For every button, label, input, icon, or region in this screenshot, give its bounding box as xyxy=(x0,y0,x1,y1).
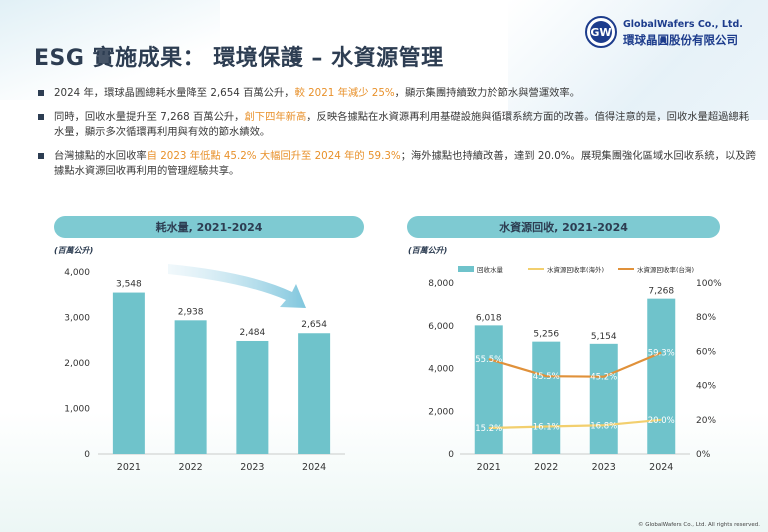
water-consumption-chart: (百萬公升) 0 1,000 2,000 3,000 4,000 3,548 2021 2,93… xyxy=(54,246,345,473)
bar-value-label: 2,938 xyxy=(178,307,204,317)
y-tick-label-left: 8,000 xyxy=(428,279,454,289)
legend-label: 水資源回收率(台灣) xyxy=(637,265,694,274)
bar-value-label: 5,256 xyxy=(533,330,559,340)
company-logo: GW GlobalWafers Co., Ltd. 環球晶圓股份有限公司 xyxy=(585,16,755,48)
background-decoration-top xyxy=(508,0,768,120)
bar-consumption xyxy=(298,333,331,454)
chart-title-recycling: 水資源回收, 2021-2024 xyxy=(407,216,720,238)
background-decoration-left xyxy=(0,0,220,100)
x-tick-label: 2022 xyxy=(534,462,558,473)
bar-recycled-water xyxy=(647,298,676,454)
line-value-label: 45.5% xyxy=(533,372,560,382)
y-tick-label-left: 2,000 xyxy=(428,407,454,417)
bullet-text: 台灣據點的水回收率 xyxy=(54,150,147,162)
bullet-text: 2024 年，環球晶圓總耗水量降至 2,654 百萬公升， xyxy=(54,87,295,99)
logo-name-en: GlobalWafers Co., Ltd. xyxy=(623,19,743,30)
bar-value-label: 3,548 xyxy=(116,280,142,290)
y-tick-label-right: 60% xyxy=(696,347,716,357)
x-tick-label: 2022 xyxy=(179,462,203,473)
line-overseas-rate xyxy=(488,418,662,430)
highlight-text: 創下四年新高 xyxy=(244,111,307,123)
bar-consumption xyxy=(174,320,207,454)
x-tick-label: 2021 xyxy=(117,462,141,473)
chart2-unit-label: (百萬公升) xyxy=(408,246,447,255)
line-value-label: 16.8% xyxy=(590,421,617,431)
bullet-text: ，顯示集團持續致力於節水與營運效率。 xyxy=(394,87,581,99)
x-tick-label: 2024 xyxy=(302,462,326,473)
bar-recycled-water xyxy=(589,343,618,454)
y-tick-label: 0 xyxy=(84,450,90,460)
y-tick-label: 4,000 xyxy=(64,268,90,278)
x-tick-label: 2023 xyxy=(592,462,616,473)
logo-emblem-icon: GW xyxy=(585,16,617,48)
legend-label: 回收水量 xyxy=(477,265,504,274)
logo-abbr: GW xyxy=(590,21,612,43)
trend-arrow-icon xyxy=(168,264,306,308)
x-tick-label: 2023 xyxy=(240,462,264,473)
line-value-label: 59.3% xyxy=(648,349,675,359)
y-tick-label-right: 80% xyxy=(696,313,716,323)
y-tick-label-left: 6,000 xyxy=(428,322,454,332)
legend-swatch-bars xyxy=(458,266,474,272)
bullet-item: 2024 年，環球晶圓總耗水量降至 2,654 百萬公升，較 2021 年減少 … xyxy=(36,86,756,101)
bullet-text: 同時，回收水量提升至 7,268 百萬公升， xyxy=(54,111,245,123)
highlight-text: 自 2023 年低點 45.2% 大幅回升至 2024 年的 59.3% xyxy=(146,150,401,162)
bullet-item: 同時，回收水量提升至 7,268 百萬公升，創下四年新高，反映各據點在水資源再利… xyxy=(36,110,756,140)
line-value-label: 55.5% xyxy=(475,355,502,365)
line-value-label: 16.1% xyxy=(533,422,560,432)
bar-value-label: 6,018 xyxy=(476,313,502,323)
x-tick-label: 2021 xyxy=(477,462,501,473)
line-value-label: 20.0% xyxy=(648,416,675,426)
y-tick-label-right: 40% xyxy=(696,382,716,392)
line-taiwan-rate xyxy=(488,351,662,378)
y-tick-label-right: 0% xyxy=(696,450,711,460)
y-tick-label-left: 4,000 xyxy=(428,365,454,375)
copyright-footer: © GlobalWafers Co., Ltd. All rights rese… xyxy=(637,522,760,528)
y-tick-label-right: 100% xyxy=(696,279,722,289)
page-title: ESG 實施成果： 環境保護 – 水資源管理 xyxy=(34,46,444,71)
chart1-unit-label: (百萬公升) xyxy=(54,246,93,255)
highlight-text: 較 2021 年減少 25% xyxy=(294,87,395,99)
bullet-item: 台灣據點的水回收率自 2023 年低點 45.2% 大幅回升至 2024 年的 … xyxy=(36,149,756,179)
line-value-label: 15.2% xyxy=(475,424,502,434)
bar-value-label: 5,154 xyxy=(591,332,617,342)
bar-recycled-water xyxy=(474,325,503,454)
bullet-list: 2024 年，環球晶圓總耗水量降至 2,654 百萬公升，較 2021 年減少 … xyxy=(36,86,756,188)
bar-value-label: 7,268 xyxy=(648,287,674,297)
logo-name-zh: 環球晶圓股份有限公司 xyxy=(623,33,738,47)
y-tick-label: 2,000 xyxy=(64,359,90,369)
line-value-label: 45.2% xyxy=(590,373,617,383)
bar-recycled-water xyxy=(532,341,561,454)
legend-label: 水資源回收率(海外) xyxy=(547,265,604,274)
y-tick-label: 3,000 xyxy=(64,314,90,324)
y-tick-label-left: 0 xyxy=(448,450,454,460)
bar-consumption xyxy=(236,340,269,454)
y-tick-label: 1,000 xyxy=(64,405,90,415)
bar-value-label: 2,484 xyxy=(239,328,265,338)
y-tick-label-right: 20% xyxy=(696,416,716,426)
bar-value-label: 2,654 xyxy=(301,320,327,330)
bar-consumption xyxy=(112,292,145,454)
chart-title-consumption: 耗水量, 2021-2024 xyxy=(54,216,364,238)
bullet-text: ；海外據點也持續改善，達到 20.0%。展現集團強化區域水回收系統，以及跨據點水… xyxy=(54,150,756,177)
bullet-text: ，反映各據點在水資源再利用基礎設施與循環系統方面的改善。值得注意的是，回收水量超… xyxy=(54,111,750,138)
x-tick-label: 2024 xyxy=(649,462,673,473)
water-recycling-chart: (百萬公升) 回收水量 水資源回收率(海外) 水資源回收率(台灣) 0 2,000 4,00… xyxy=(408,246,722,473)
